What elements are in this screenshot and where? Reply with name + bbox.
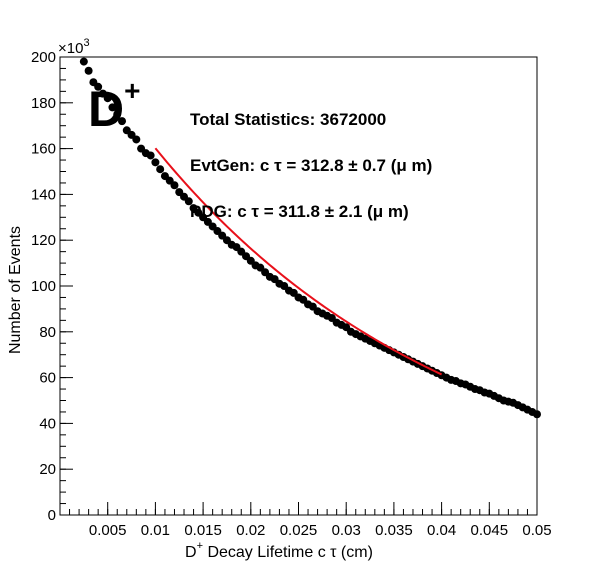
data-point	[533, 410, 541, 419]
y-tick-label: 100	[31, 278, 56, 295]
data-point	[184, 197, 193, 206]
x-tick-label: 0.03	[332, 522, 361, 539]
x-axis-title: D+ Decay Lifetime c τ (cm)	[185, 540, 373, 561]
data-point	[108, 103, 117, 112]
y-tick-label: 20	[39, 461, 56, 478]
y-tick-label: 120	[31, 232, 56, 249]
data-point	[84, 66, 93, 75]
data-point	[151, 158, 160, 167]
particle-label: D+	[88, 75, 140, 137]
y-axis: 0 20 40 60 80 100 120 140 160 180 200	[31, 49, 73, 524]
x-tick-label: 0.05	[522, 522, 551, 539]
x-tick-label: 0.02	[236, 522, 265, 539]
y-tick-label: 80	[39, 324, 56, 341]
fit-curve	[154, 147, 443, 376]
y-tick-label: 200	[31, 49, 56, 66]
data-point	[94, 82, 103, 91]
x-tick-label: 0.01	[141, 522, 170, 539]
annotation-pdg-ctau: PDG: c τ = 311.8 ± 2.1 (μ m)	[190, 202, 409, 221]
y-axis-title: Number of Events	[7, 226, 24, 354]
y-tick-label: 60	[39, 370, 56, 387]
data-point	[156, 165, 165, 174]
y-tick-label: 40	[39, 415, 56, 432]
annotation-evtgen-ctau: EvtGen: c τ = 312.8 ± 0.7 (μ m)	[190, 156, 432, 175]
x-tick-label: 0.025	[280, 522, 318, 539]
y-tick-label: 180	[31, 95, 56, 112]
data-point	[170, 181, 179, 190]
x-tick-label: 0.045	[471, 522, 509, 539]
data-point	[146, 151, 155, 160]
data-points	[79, 57, 541, 419]
data-point	[103, 94, 112, 103]
x-tick-label: 0.04	[427, 522, 456, 539]
y-tick-label: 140	[31, 186, 56, 203]
x-tick-label: 0.035	[375, 522, 413, 539]
x-tick-label: 0.015	[184, 522, 222, 539]
y-tick-label: 0	[48, 507, 56, 524]
data-point	[79, 57, 88, 66]
annotation-total-statistics: Total Statistics: 3672000	[190, 110, 386, 129]
x-tick-label: 0.005	[89, 522, 127, 539]
data-point	[132, 135, 141, 144]
x-axis: 0.005 0.01 0.015 0.02 0.025 0.03 0.035 0.04 0.04…	[59, 502, 552, 539]
y-multiplier: ×103	[58, 37, 90, 57]
data-point	[113, 110, 122, 119]
data-point	[118, 117, 127, 126]
y-tick-label: 160	[31, 141, 56, 158]
